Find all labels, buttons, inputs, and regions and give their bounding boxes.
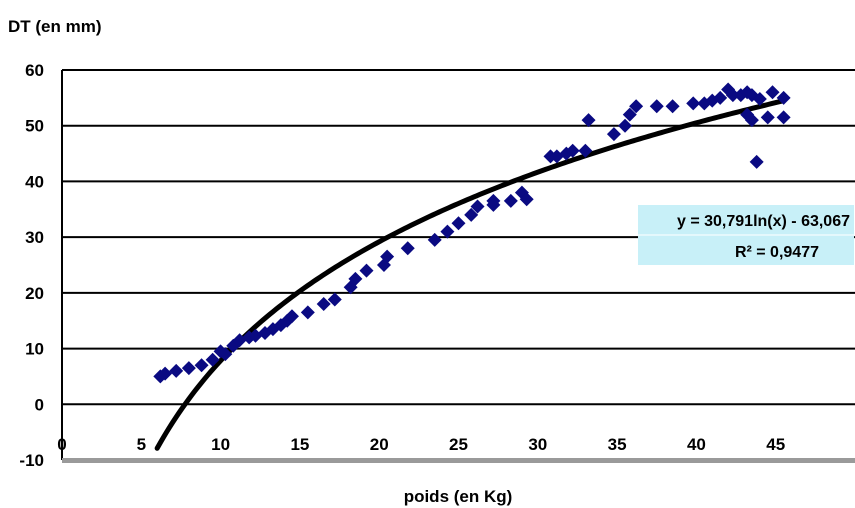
trendline-equation: y = 30,791ln(x) - 63,067 bbox=[677, 213, 850, 230]
data-point bbox=[380, 249, 395, 264]
data-point bbox=[205, 352, 220, 367]
data-point bbox=[519, 192, 534, 207]
data-point bbox=[486, 193, 501, 208]
data-point bbox=[649, 99, 664, 114]
data-point bbox=[686, 96, 701, 111]
y-axis-title: DT (en mm) bbox=[8, 17, 102, 36]
data-point bbox=[749, 154, 764, 169]
data-point bbox=[725, 88, 740, 103]
y-tick-label: 50 bbox=[25, 117, 44, 136]
y-tick-label: 30 bbox=[25, 228, 44, 247]
data-point bbox=[752, 91, 767, 106]
data-point bbox=[194, 358, 209, 373]
data-point bbox=[629, 99, 644, 114]
y-tick-label: 40 bbox=[25, 172, 44, 191]
data-point bbox=[470, 199, 485, 214]
data-point bbox=[316, 297, 331, 311]
data-point bbox=[618, 118, 633, 133]
data-point bbox=[158, 366, 173, 381]
gridlines bbox=[61, 69, 855, 463]
data-point bbox=[427, 232, 442, 247]
r-squared-label: R² = 0,9477 bbox=[735, 244, 819, 261]
x-tick-label: 25 bbox=[449, 435, 468, 454]
data-point bbox=[665, 99, 680, 114]
y-tick-labels: -10 0 10 20 30 40 50 60 bbox=[19, 61, 44, 470]
x-tick-label: 45 bbox=[766, 435, 785, 454]
data-point bbox=[169, 363, 184, 378]
trendline bbox=[154, 98, 787, 451]
data-point bbox=[578, 143, 593, 158]
data-points bbox=[153, 82, 791, 384]
data-point bbox=[300, 305, 315, 320]
x-tick-label: 5 bbox=[137, 435, 146, 454]
data-point bbox=[744, 113, 759, 128]
x-tick-label: 15 bbox=[290, 435, 309, 454]
x-axis-title: poids (en Kg) bbox=[404, 487, 513, 506]
data-point bbox=[464, 207, 479, 222]
y-tick-label: 60 bbox=[25, 61, 44, 80]
data-point bbox=[242, 330, 257, 345]
data-point bbox=[218, 347, 233, 362]
data-point bbox=[359, 263, 374, 278]
y-tick-label: 20 bbox=[25, 284, 44, 303]
y-tick-label: 0 bbox=[35, 395, 44, 414]
data-point bbox=[581, 113, 596, 128]
data-point bbox=[713, 90, 728, 105]
data-point bbox=[400, 241, 415, 256]
x-tick-label: 10 bbox=[211, 435, 230, 454]
y-tick-label: -10 bbox=[19, 451, 44, 470]
data-point bbox=[181, 361, 196, 376]
data-point bbox=[451, 216, 466, 231]
x-tick-labels: 0 5 10 15 20 25 30 35 40 45 bbox=[57, 435, 785, 454]
equation-box: y = 30,791ln(x) - 63,067 R² = 0,9477 bbox=[638, 205, 854, 265]
x-tick-label: 35 bbox=[608, 435, 627, 454]
data-point bbox=[327, 292, 342, 307]
data-point bbox=[284, 309, 299, 324]
x-tick-label: 30 bbox=[528, 435, 547, 454]
data-point bbox=[765, 85, 780, 100]
x-tick-label: 0 bbox=[57, 435, 66, 454]
data-point bbox=[776, 90, 791, 105]
x-tick-label: 40 bbox=[687, 435, 706, 454]
data-point bbox=[348, 271, 363, 286]
x-axis-band bbox=[62, 458, 855, 463]
y-tick-label: 10 bbox=[25, 340, 44, 359]
x-tick-label: 20 bbox=[370, 435, 389, 454]
data-point bbox=[606, 127, 621, 142]
data-point bbox=[622, 107, 637, 122]
data-point bbox=[565, 143, 580, 158]
data-point bbox=[760, 110, 775, 125]
data-point bbox=[440, 224, 455, 239]
data-point bbox=[503, 193, 518, 208]
data-point bbox=[776, 110, 791, 125]
